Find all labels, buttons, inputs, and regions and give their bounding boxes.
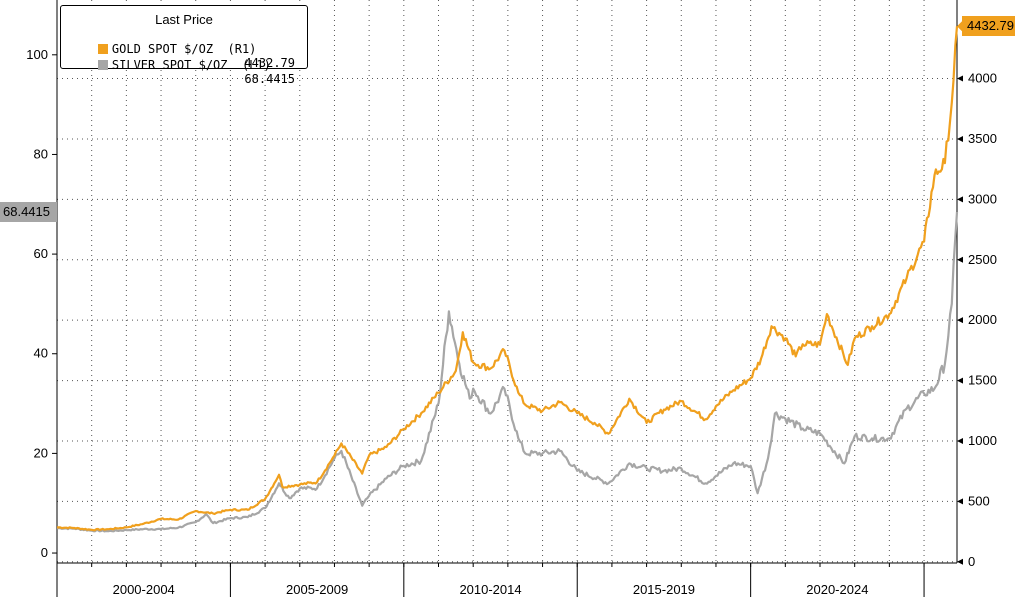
gold-tag-pointer [957,20,963,33]
right-tick-label: 0 [968,554,975,569]
right-tick-mark [957,256,963,263]
right-tick-mark [957,317,963,324]
left-axis-ticks: 0 20 40 60 80 100 [26,47,57,560]
right-tick-mark [957,75,963,82]
gold-series-line [57,26,959,532]
axes [56,0,958,564]
right-tick-label: 3500 [968,131,997,146]
left-tick-label: 40 [34,346,48,361]
right-tick-mark [957,135,963,142]
right-tick-label: 3000 [968,191,997,206]
legend-value-silver: 68.4415 [244,72,295,86]
right-tick-mark [957,377,963,384]
legend-entry-silver: SILVER SPOT $/OZ (L1) 68.4415 [69,44,301,86]
right-tick-mark [957,437,963,444]
right-tick-label: 1500 [968,373,997,388]
silver-last-value-tag: 68.4415 [0,202,57,223]
legend-value-gold: 4432.79 [244,56,295,70]
gold-last-value-tag: 4432.79 [962,16,1015,37]
right-tick-label: 2500 [968,252,997,267]
left-tick-label: 20 [34,445,48,460]
right-tick-label: 4000 [968,71,997,86]
gridlines [57,0,957,563]
right-tick-mark [957,498,963,505]
left-tick-label: 80 [34,146,48,161]
x-category-label: 2015-2019 [633,582,695,597]
silver-swatch [97,60,108,70]
right-tick-mark [957,196,963,203]
legend-entry-gold: GOLD SPOT $/OZ (R1) 4432.79 [69,28,301,70]
gold-swatch [97,44,108,54]
x-category-labels: 2000-2004 2005-2009 2010-2014 2015-2019 2020… [56,563,925,597]
series-lines [51,20,963,533]
left-tick-label: 60 [34,246,48,261]
left-tick-label: 100 [26,47,48,62]
right-tick-label: 500 [968,493,990,508]
x-category-label: 2020-2024 [806,582,868,597]
legend-label-silver: SILVER SPOT $/OZ (L1) [111,58,271,72]
right-axis-ticks: 0 500 1000 1500 2000 2500 3000 3500 4000 [957,71,997,569]
right-tick-label: 2000 [968,312,997,327]
legend-title: Last Price [155,12,213,27]
silver-series-line [56,211,959,533]
legend: Last Price GOLD SPOT $/OZ (R1) 4432.79 S… [60,5,308,86]
left-tick-label: 0 [41,545,48,560]
right-tick-label: 1000 [968,433,997,448]
right-tick-mark [957,558,963,565]
x-category-label: 2010-2014 [459,582,521,597]
x-category-label: 2000-2004 [113,582,175,597]
legend-label-gold: GOLD SPOT $/OZ (R1) [111,42,257,56]
x-category-label: 2005-2009 [286,582,348,597]
